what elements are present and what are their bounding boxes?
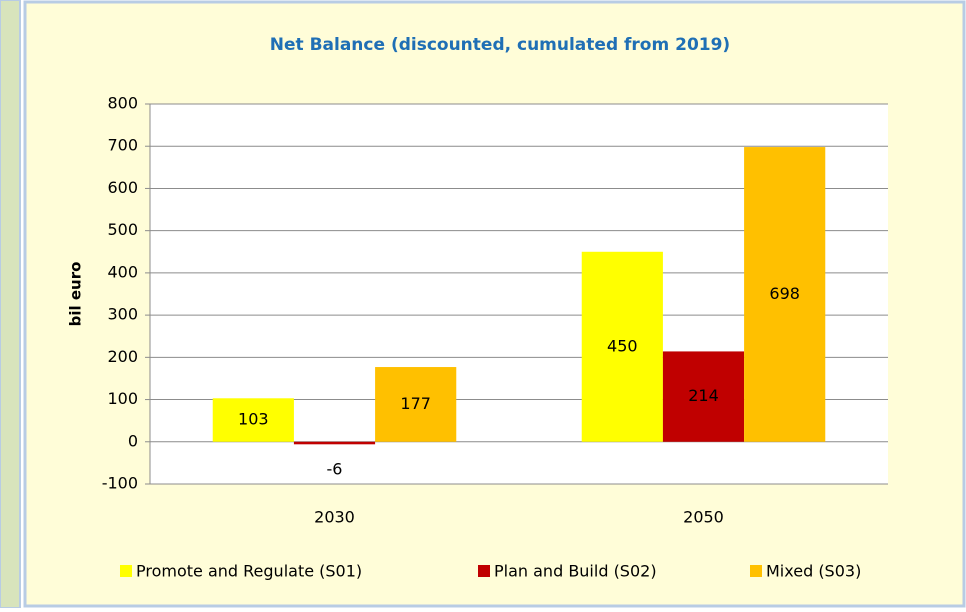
bar (293, 441, 376, 445)
data-label: 103 (238, 410, 269, 429)
y-tick-label: 600 (107, 178, 138, 197)
x-tick-label: 2050 (683, 508, 724, 527)
bar (744, 147, 826, 442)
y-axis-label: bil euro (67, 262, 85, 327)
legend-swatch (478, 565, 490, 577)
y-tick-label: 0 (128, 431, 138, 450)
data-label: -6 (327, 459, 343, 478)
legend-label: Plan and Build (S02) (494, 562, 657, 581)
y-tick-label: 500 (107, 220, 138, 239)
data-label: 450 (607, 336, 638, 355)
bar (375, 367, 457, 442)
legend-label: Promote and Regulate (S01) (136, 562, 362, 581)
y-tick-label: 100 (107, 389, 138, 408)
y-tick-label: 700 (107, 136, 138, 155)
y-tick-label: 400 (107, 262, 138, 281)
legend-swatch (750, 565, 762, 577)
y-tick-label: 800 (107, 94, 138, 113)
data-label: 177 (400, 394, 431, 413)
data-label: 698 (769, 284, 800, 303)
legend-swatch (120, 565, 132, 577)
data-label: 214 (688, 386, 719, 405)
side-panel (0, 0, 21, 609)
y-tick-label: 200 (107, 347, 138, 366)
y-tick-label: -100 (102, 474, 138, 493)
y-tick-label: 300 (107, 305, 138, 324)
legend-label: Mixed (S03) (766, 562, 861, 581)
x-tick-label: 2030 (314, 508, 355, 527)
bar (581, 251, 663, 442)
bar (662, 351, 745, 442)
chart-title: Net Balance (discounted, cumulated from … (270, 35, 730, 55)
bar (212, 398, 294, 442)
